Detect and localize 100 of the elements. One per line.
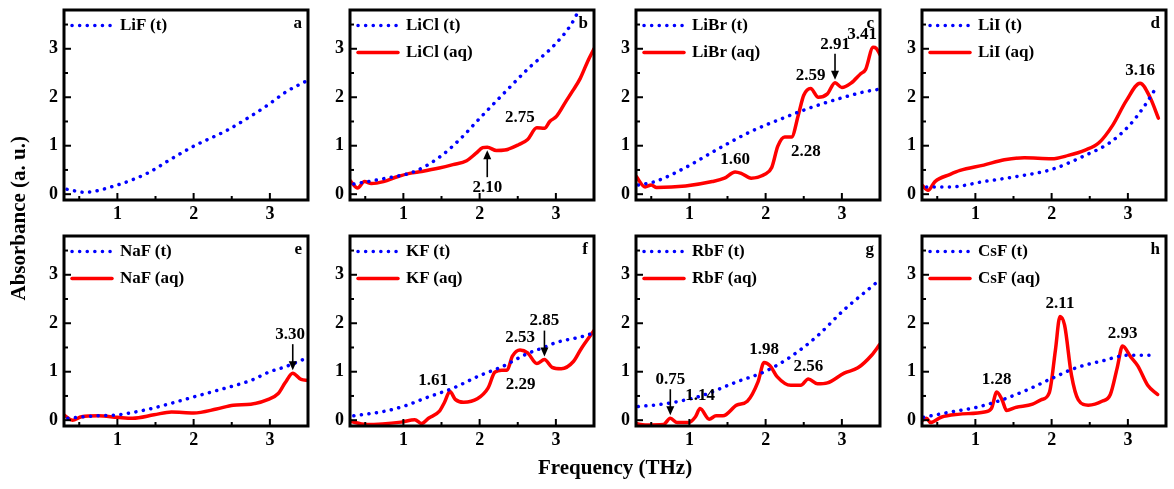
annotation: 1.28 xyxy=(981,368,1012,388)
x-tick-label: 1 xyxy=(398,203,408,224)
x-tick-label: 2 xyxy=(189,203,199,224)
legend-label: KF (aq) xyxy=(406,267,463,287)
x-tick-label: 2 xyxy=(475,203,485,224)
annotation: 3.30 xyxy=(275,324,305,344)
y-tick-label: 3 xyxy=(335,263,344,284)
y-tick-label: 1 xyxy=(907,134,916,155)
annotation: 0.75 xyxy=(655,369,686,389)
y-tick-label: 0 xyxy=(49,408,58,429)
line-series xyxy=(64,371,308,422)
y-tick-label: 2 xyxy=(907,85,916,106)
y-tick-label: 3 xyxy=(621,37,630,58)
line-series xyxy=(350,47,594,190)
chart-title: h xyxy=(1150,238,1161,258)
legend-label: LiI (aq) xyxy=(978,41,1035,61)
chart-title: g xyxy=(865,238,875,258)
x-tick-label: 3 xyxy=(551,429,561,450)
annotation: 2.59 xyxy=(795,65,826,85)
y-tick-label: 3 xyxy=(907,263,916,284)
legend-label: NaF (t) xyxy=(120,240,172,260)
x-tick-label: 3 xyxy=(837,203,847,224)
x-tick-label: 2 xyxy=(761,203,771,224)
annotation: 2.10 xyxy=(472,177,503,197)
x-tick-label: 3 xyxy=(1123,203,1133,224)
chart-title: b xyxy=(578,12,588,32)
y-tick-label: 3 xyxy=(335,37,344,58)
y-tick-label: 2 xyxy=(49,85,58,106)
y-tick-label: 2 xyxy=(621,311,630,332)
annotation: 1.98 xyxy=(749,339,779,359)
annotation: 2.56 xyxy=(793,355,824,375)
x-tick-label: 3 xyxy=(837,429,847,450)
x-tick-label: 1 xyxy=(684,429,694,450)
x-tick-label: 1 xyxy=(970,203,980,224)
legend-label: RbF (t) xyxy=(692,240,745,260)
annotation: 2.28 xyxy=(790,140,821,160)
legend-label: LiF (t) xyxy=(120,14,168,34)
y-tick-label: 0 xyxy=(907,182,916,203)
legend-label: RbF (aq) xyxy=(692,267,758,287)
legend-label: CsF (aq) xyxy=(978,267,1041,287)
line-series xyxy=(636,87,880,187)
legend-label: NaF (aq) xyxy=(120,267,185,287)
y-tick-label: 1 xyxy=(49,360,58,381)
y-tick-label: 1 xyxy=(335,360,344,381)
line-series xyxy=(922,314,1160,425)
x-tick-label: 1 xyxy=(684,203,694,224)
y-tick-label: 0 xyxy=(907,408,916,429)
x-tick-label: 1 xyxy=(112,203,122,224)
annotation: 1.60 xyxy=(720,148,750,168)
y-tick-label: 1 xyxy=(335,134,344,155)
y-tick-label: 0 xyxy=(621,408,630,429)
x-tick-label: 3 xyxy=(1123,429,1133,450)
annotation: 2.93 xyxy=(1107,322,1138,342)
x-tick-label: 2 xyxy=(1047,203,1057,224)
legend-label: LiCl (t) xyxy=(406,14,461,34)
y-tick-label: 2 xyxy=(335,85,344,106)
y-tick-label: 3 xyxy=(49,263,58,284)
x-tick-label: 2 xyxy=(761,429,771,450)
y-tick-label: 0 xyxy=(335,408,344,429)
line-series xyxy=(65,79,307,194)
legend-label: LiBr (t) xyxy=(692,14,748,34)
legend-label: CsF (t) xyxy=(978,240,1028,260)
x-tick-label: 3 xyxy=(265,203,275,224)
chart-title: e xyxy=(294,238,303,258)
x-tick-label: 2 xyxy=(1047,429,1057,450)
chart-title: a xyxy=(293,12,303,32)
legend-label: LiBr (aq) xyxy=(692,41,761,61)
line-series xyxy=(636,342,880,426)
y-tick-label: 2 xyxy=(49,311,58,332)
y-tick-label: 2 xyxy=(621,85,630,106)
y-tick-label: 0 xyxy=(49,182,58,203)
chart-title: f xyxy=(582,238,589,258)
y-tick-label: 3 xyxy=(49,37,58,58)
y-tick-label: 3 xyxy=(907,37,916,58)
annotation: 2.11 xyxy=(1045,293,1075,313)
x-tick-label: 1 xyxy=(112,429,122,450)
y-tick-label: 1 xyxy=(621,360,630,381)
x-tick-label: 1 xyxy=(398,429,408,450)
y-tick-label: 2 xyxy=(335,311,344,332)
x-tick-label: 3 xyxy=(265,429,275,450)
x-tick-label: 1 xyxy=(970,429,980,450)
x-tick-label: 2 xyxy=(189,429,199,450)
annotation: 3.16 xyxy=(1125,60,1155,80)
y-tick-label: 1 xyxy=(49,134,58,155)
y-tick-label: 0 xyxy=(621,182,630,203)
annotation: 2.75 xyxy=(505,106,535,126)
y-tick-label: 3 xyxy=(621,263,630,284)
y-tick-label: 2 xyxy=(907,311,916,332)
x-tick-label: 3 xyxy=(551,203,561,224)
legend-label: LiI (t) xyxy=(978,14,1022,34)
y-tick-label: 1 xyxy=(621,134,630,155)
x-tick-label: 2 xyxy=(475,429,485,450)
legend-label: KF (t) xyxy=(406,240,451,260)
annotation: 1.61 xyxy=(418,370,448,390)
x-axis-title: Frequency (THz) xyxy=(538,455,693,480)
y-tick-label: 1 xyxy=(907,360,916,381)
annotation: 2.29 xyxy=(505,374,536,394)
legend-label: LiCl (aq) xyxy=(406,41,473,61)
y-tick-label: 0 xyxy=(335,182,344,203)
y-axis-title: Absorbance (a. u.) xyxy=(6,135,31,301)
